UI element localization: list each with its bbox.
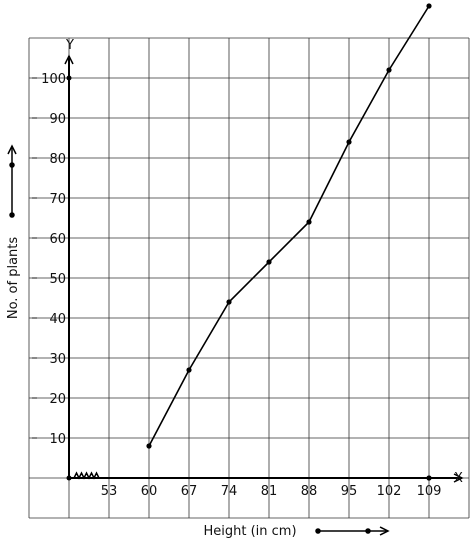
x-tick-label: 95 <box>341 484 358 499</box>
x-tick-label: 53 <box>101 484 118 499</box>
y-tick-label: 100 <box>41 72 66 87</box>
x-tick-label: 74 <box>221 484 238 499</box>
data-point <box>306 219 312 225</box>
data-point <box>146 443 152 449</box>
y-tick-label: 80 <box>49 152 66 167</box>
data-point <box>426 3 432 9</box>
y-tick-label: 40 <box>49 312 66 327</box>
data-point <box>346 139 352 145</box>
x-tick-label: 109 <box>417 484 442 499</box>
data-point <box>266 259 272 265</box>
y-axis-name: Y <box>65 38 74 53</box>
axes <box>64 54 464 483</box>
y-tick-label: 10 <box>49 432 66 447</box>
y-tick-label: 20 <box>49 392 66 407</box>
data-point <box>186 367 192 373</box>
y-tick-label: 50 <box>49 272 66 287</box>
x-direction-arrow-icon <box>315 526 390 536</box>
y-direction-arrow-icon <box>7 144 17 218</box>
x-tick-label: 102 <box>377 484 402 499</box>
x-axis-point <box>426 475 432 481</box>
y-axis-arrow-icon <box>64 54 74 65</box>
x-tick-label: 60 <box>141 484 158 499</box>
data-point <box>226 299 232 305</box>
origin-point <box>66 475 72 481</box>
x-tick-label: 81 <box>261 484 278 499</box>
y-tick-label: 70 <box>49 192 66 207</box>
data-series <box>146 3 432 481</box>
x-tick-label: 88 <box>301 484 318 499</box>
y-axis-marker <box>66 75 72 81</box>
y-axis-label: No. of plants <box>6 237 21 320</box>
y-tick-label: 30 <box>49 352 66 367</box>
x-axis-arrow-icon <box>453 473 464 483</box>
x-axis-name: X <box>454 471 463 486</box>
data-point <box>386 67 392 73</box>
x-tick-label: 67 <box>181 484 198 499</box>
y-tick-labels: 10 20 30 40 50 60 70 80 90 100 <box>32 72 66 447</box>
y-tick-label: 90 <box>49 112 66 127</box>
x-axis-label: Height (in cm) <box>203 524 296 539</box>
y-tick-label: 60 <box>49 232 66 247</box>
series-line <box>148 5 430 447</box>
axis-break-icon <box>73 471 100 480</box>
x-tick-labels: 53 60 67 74 81 88 95 102 109 <box>101 484 442 499</box>
grid <box>28 37 470 519</box>
